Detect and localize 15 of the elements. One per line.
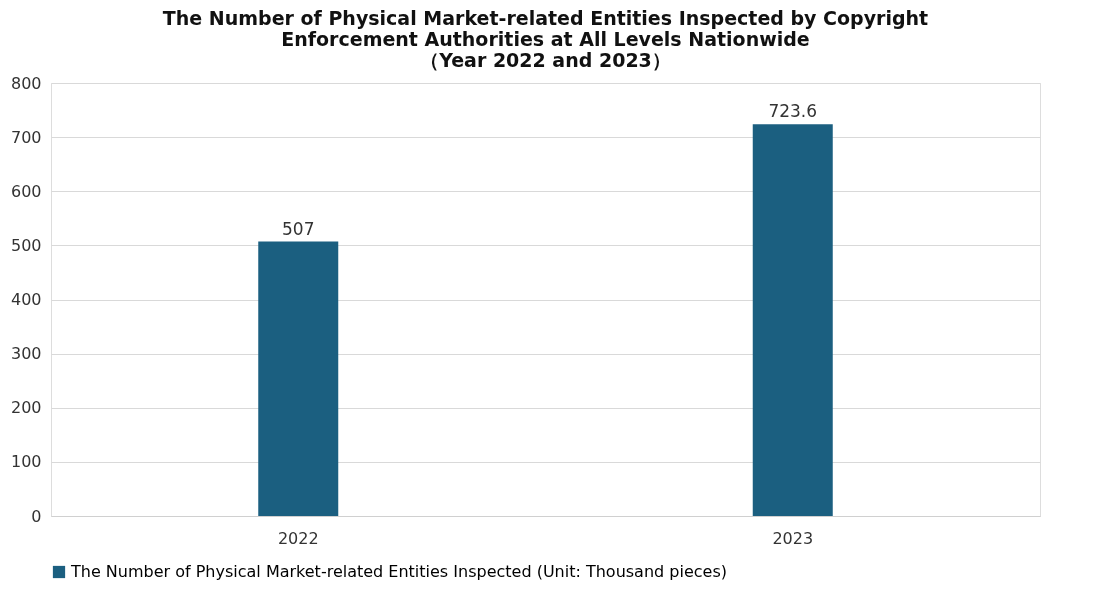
x-tick-label: 2023 <box>772 528 814 548</box>
y-tick-label: 0 <box>31 506 42 526</box>
data-label: 723.6 <box>768 101 818 122</box>
y-tick-label: 600 <box>10 181 42 201</box>
y-tick-label: 300 <box>10 344 42 364</box>
y-tick-label: 800 <box>10 73 42 93</box>
data-label: 507 <box>282 218 315 239</box>
x-tick-label: 2022 <box>277 528 319 548</box>
chart-title: The Number of Physical Market-related Entities Inspected by Copyright Enforcement Authorities at All Levels Nationwide （Year 2022 and 2023） <box>162 7 929 71</box>
y-tick-label: 700 <box>10 127 42 147</box>
y-tick-label: 500 <box>10 235 42 255</box>
y-tick-label: 100 <box>10 452 42 472</box>
y-tick-label: 400 <box>10 290 42 309</box>
y-tick-label: 200 <box>10 398 42 418</box>
legend-label: The Number of Physical Market-related Entities Inspected (Unit: Thousand pieces) <box>70 562 727 581</box>
